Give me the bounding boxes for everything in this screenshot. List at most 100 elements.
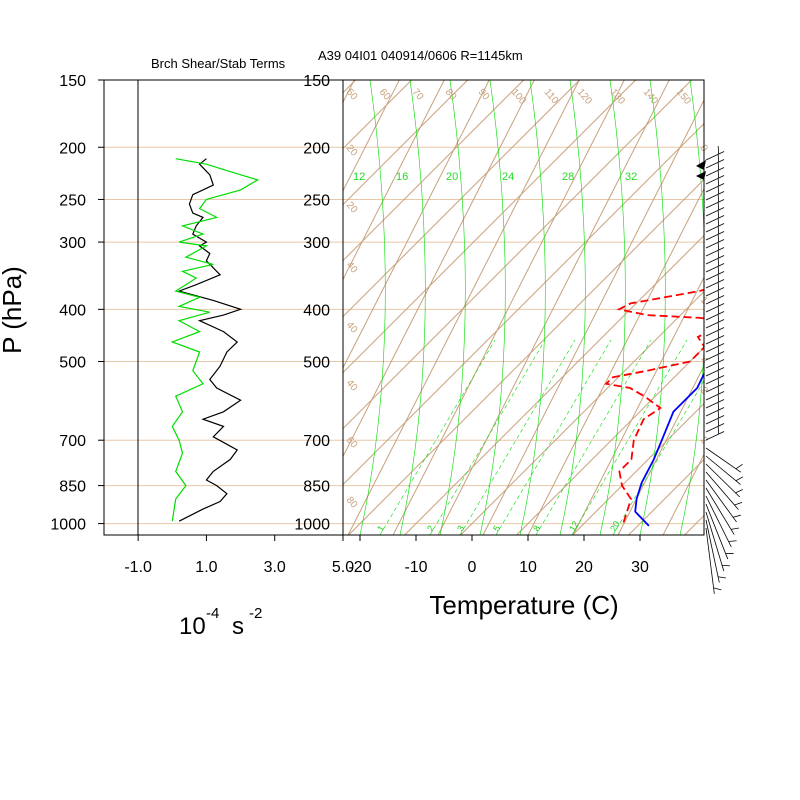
wind-barb-feather [717, 234, 720, 243]
wind-barb-feather [717, 394, 720, 403]
wind-barb-feather [717, 290, 720, 299]
wind-barb-feather [717, 418, 720, 427]
mixing-ratio-line [379, 339, 496, 535]
wind-barb-feather [717, 154, 720, 163]
wind-barb-feather [717, 402, 720, 411]
temperature-curve [604, 288, 704, 524]
wind-barb-staff [705, 343, 725, 353]
stability-term-curve [170, 158, 260, 522]
wind-barb-feather [717, 162, 720, 171]
right-pressure-tick-labels: 150 200 250 300 400 500 700 850 1000 [294, 73, 330, 534]
wind-barb-feather [717, 186, 720, 195]
left-pressure-tick-labels: 150 200 250 300 400 500 700 850 1000 [50, 73, 86, 534]
wind-barb-staff [705, 511, 725, 572]
wind-barb-feather [717, 178, 720, 187]
wind-barbs [696, 146, 744, 594]
isotherm-line [343, 80, 524, 262]
temperature-axis-label: Temperature (C) [429, 590, 618, 620]
isotherm-line [343, 80, 580, 318]
wind-barb-feather [717, 202, 720, 211]
wind-barb-staff [705, 415, 725, 425]
wind-pennant [696, 171, 706, 180]
skew-t-frame [342, 79, 705, 536]
left-panel-curves [170, 158, 260, 522]
wind-barb-staff [705, 231, 725, 241]
wind-barb-staff [705, 303, 725, 313]
wind-barb-staff [705, 487, 735, 535]
mixing-ratio-line [535, 339, 652, 535]
left-x-unit-label: 10 -4 s -2 [179, 605, 262, 640]
wind-barb-feather [717, 314, 720, 323]
wind-barb-staff [705, 463, 741, 498]
wind-barb-feather [717, 194, 720, 203]
wind-barb-staff [705, 383, 725, 393]
wind-barb-feather [732, 514, 741, 518]
wind-barb-staff [705, 223, 725, 233]
left-pressure-tick-label: 200 [59, 140, 86, 157]
wind-barb-staff [705, 311, 725, 321]
wind-barb-staff [705, 479, 737, 523]
temperature-tick-label: -20 [348, 559, 371, 576]
dry-adiabat-line [392, 80, 625, 535]
wind-barb-staff [705, 471, 739, 510]
wind-barb-staff [705, 423, 725, 433]
wind-barb-staff [705, 263, 725, 273]
wind-barb-feather [717, 282, 720, 291]
wind-barb-staff [705, 503, 729, 560]
skew-t-curves [604, 288, 704, 527]
wind-barb-feather [717, 338, 720, 347]
dry-adiabat-line [343, 80, 445, 281]
wind-barb-feather [717, 242, 720, 251]
wind-barb-feather [717, 410, 720, 419]
left-pressure-tick-label: 400 [59, 302, 86, 319]
dry-adiabat-line [343, 80, 535, 458]
left-pressure-tick-label: 1000 [50, 517, 86, 534]
unit-seconds: s [232, 613, 244, 640]
left-x-tick-label: 3.0 [264, 559, 286, 576]
wind-barb-feather [717, 226, 720, 235]
wind-barb-staff [705, 159, 725, 169]
wind-barb-staff [705, 151, 725, 161]
mixing-ratio-label: 8 [531, 524, 542, 533]
mixing-ratio-label: 12 [567, 519, 581, 533]
dry-adiabat-line [343, 80, 400, 192]
wind-barb-staff [705, 359, 725, 369]
wind-barb-staff [705, 271, 725, 281]
right-pressure-tick-label: 400 [303, 302, 330, 319]
mixing-ratio-line [495, 339, 612, 535]
left-pressure-tick-label: 500 [59, 355, 86, 372]
moist-adiabat-label: 32 [625, 171, 637, 183]
left-pressure-tick-label: 300 [59, 235, 86, 252]
right-pressure-tick-label: 1000 [294, 517, 330, 534]
mixing-ratio-line [612, 380, 704, 535]
isotherm-line [343, 122, 704, 486]
mixing-ratio-line [571, 339, 688, 535]
wind-barb-staff [705, 167, 725, 177]
wind-barb-feather [734, 501, 743, 506]
wind-barb-staff [705, 279, 725, 289]
dry-adiabat-line [482, 99, 704, 535]
isotherm-line [460, 290, 704, 535]
wind-barb-staff [705, 199, 725, 209]
pressure-axis-label: P (hPa) [0, 266, 27, 354]
left-x-tick-label: 1.0 [195, 559, 217, 576]
temperature-tick-label: -10 [404, 559, 427, 576]
wind-barb-feather [717, 210, 720, 219]
wind-barb-feather [717, 218, 720, 227]
wind-barb-feather [735, 476, 744, 482]
wind-barb-feather [713, 587, 722, 591]
dry-adiabat-line [527, 187, 704, 535]
wind-barb-feather [722, 564, 731, 567]
wind-barb-staff [705, 391, 725, 401]
wind-barb-staff [705, 295, 725, 305]
left-panel-title: Brch Shear/Stab Terms [151, 56, 286, 71]
moist-adiabat-label: 28 [562, 171, 574, 183]
wind-barb-feather [717, 426, 720, 435]
moist-adiabat-line [359, 80, 386, 535]
wind-barb-staff [705, 327, 725, 337]
dry-adiabat-line [437, 80, 670, 535]
moist-adiabat-label: 16 [396, 171, 408, 183]
mixing-ratio-line [459, 339, 576, 535]
wind-barb-staff [705, 247, 725, 257]
